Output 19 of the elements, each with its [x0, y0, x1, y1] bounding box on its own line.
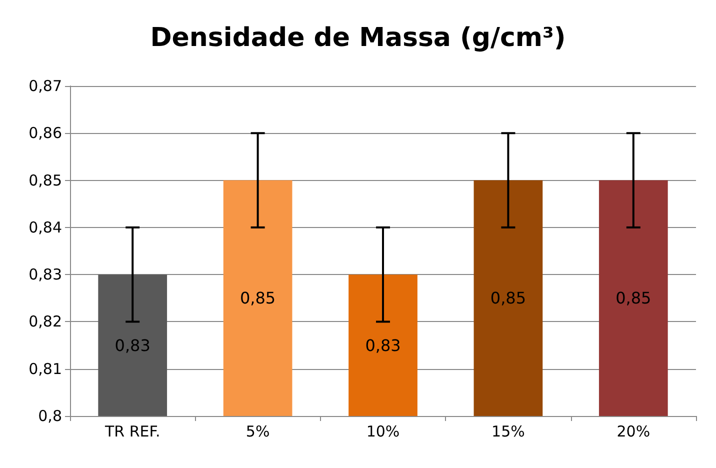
data-label: 0,85 [240, 288, 276, 308]
y-tick-label: 0,84 [28, 218, 62, 236]
x-tick-label: 15% [492, 422, 525, 440]
y-tick-label: 0,82 [28, 312, 62, 331]
data-label: 0,85 [490, 288, 526, 308]
y-tick-label: 0,83 [28, 266, 62, 284]
x-tick-label: 5% [246, 422, 270, 440]
y-tick-label: 0,8 [38, 407, 62, 425]
data-label: 0,83 [114, 336, 150, 355]
data-label: 0,83 [365, 336, 401, 355]
x-tick-label: TR REF. [104, 422, 160, 440]
y-tick-label: 0,81 [28, 360, 62, 378]
data-label: 0,85 [616, 288, 652, 308]
y-tick-label: 0,85 [28, 171, 62, 190]
y-tick-label: 0,87 [28, 77, 62, 95]
chart-title: Densidade de Massa (g/cm³) [150, 23, 566, 53]
y-tick-label: 0,86 [28, 124, 62, 142]
x-tick-label: 20% [616, 422, 650, 440]
x-tick-label: 10% [366, 422, 400, 440]
